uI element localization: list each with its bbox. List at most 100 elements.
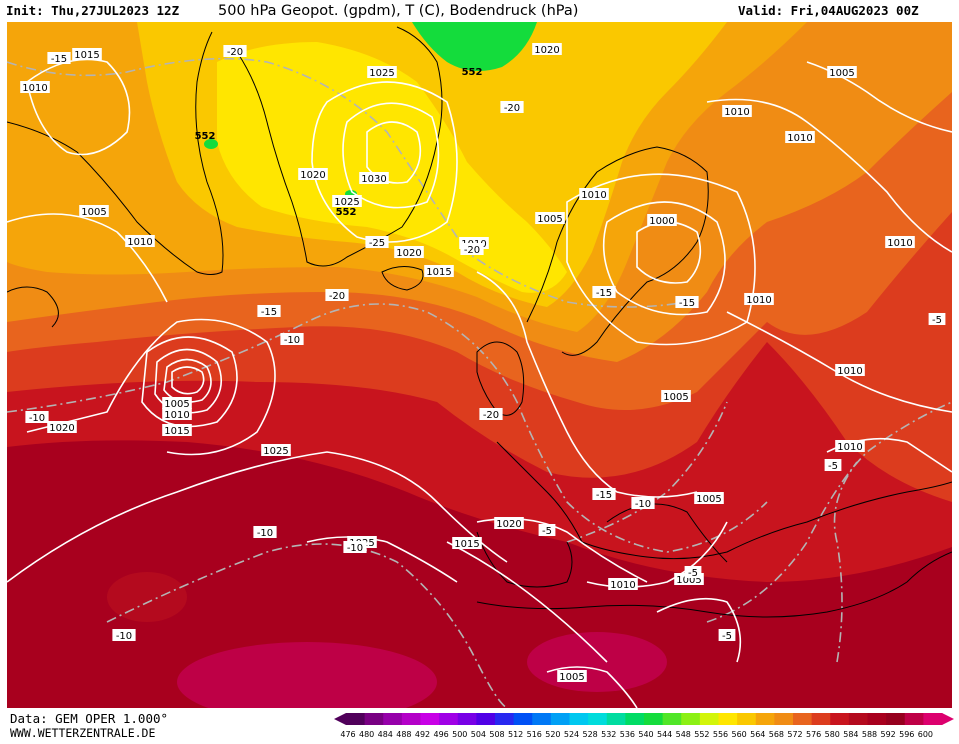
temperature-label: -10 — [25, 411, 49, 424]
pressure-label: 1000 — [647, 214, 677, 227]
pressure-label-box — [694, 492, 724, 504]
field-red-patch-atlantic — [107, 572, 187, 622]
isobar-1010-northeast — [706, 98, 952, 253]
temperature-label-box — [223, 45, 247, 57]
geopotential-labels: 552 552 552 — [195, 67, 483, 218]
pressure-label-text: 1010 — [610, 580, 635, 591]
temperature-label-box — [112, 629, 136, 641]
temperature-label: -10 — [343, 541, 367, 554]
temperature-label-text: -10 — [284, 335, 300, 346]
pressure-label: 1015 — [162, 424, 192, 437]
scale-swatch — [364, 713, 384, 725]
temperature-label-text: -20 — [483, 410, 499, 421]
temperature-label-text: -5 — [932, 315, 942, 326]
temperature-label-text: -5 — [688, 568, 698, 579]
pressure-label-box — [827, 66, 857, 78]
scale-swatch — [401, 713, 421, 725]
pressure-label-text: 1020 — [300, 170, 325, 181]
scale-swatch — [755, 713, 775, 725]
pressure-label-box — [785, 131, 815, 143]
pressure-label: 1005 — [557, 670, 587, 683]
scale-tick-label: 560 — [731, 730, 746, 739]
scale-swatch — [793, 713, 813, 725]
pressure-label: 1015 — [424, 265, 454, 278]
pressure-label-box — [557, 670, 587, 682]
pressure-label-box — [424, 265, 454, 277]
scale-swatch — [569, 713, 589, 725]
init-time: Init: Thu,27JUL2023 12Z — [6, 3, 180, 18]
scale-swatch — [550, 713, 570, 725]
isobar-1005-northeast — [806, 61, 952, 133]
header-bar: Init: Thu,27JUL2023 12Z 500 hPa Geopot. … — [0, 0, 959, 22]
pressure-label-box — [452, 537, 482, 549]
field-yellow — [217, 42, 567, 293]
pressure-label-text: 1020 — [496, 519, 521, 530]
temperature-label-box — [365, 236, 389, 248]
temperature-label-text: -15 — [596, 288, 612, 299]
scale-tick-label: 592 — [880, 730, 895, 739]
pressure-label-box — [608, 578, 638, 590]
temperature-label-text: -20 — [227, 47, 243, 58]
coast-mediterranean — [606, 503, 728, 563]
pressure-label-text: 1015 — [454, 539, 479, 550]
pressure-label-text: 1005 — [829, 68, 854, 79]
temperature-label: -20 — [460, 243, 484, 256]
scale-tick-label: 600 — [918, 730, 933, 739]
pressure-label-box — [47, 421, 77, 433]
scale-tick-label: 508 — [489, 730, 504, 739]
isobar-1015-iberia — [446, 541, 608, 663]
scale-tick-label: 516 — [527, 730, 542, 739]
pressure-label-box — [79, 205, 109, 217]
coast-iceland — [381, 266, 424, 291]
scale-swatch — [588, 713, 608, 725]
isobar-1005-south — [656, 597, 742, 663]
pressure-label-box — [535, 212, 565, 224]
temperature-label-box — [675, 296, 699, 308]
pressure-label-box — [722, 105, 752, 117]
temperature-label-box — [343, 541, 367, 553]
coast-british-isles — [476, 341, 525, 416]
pressure-label-text: 1005 — [676, 575, 701, 586]
temperature-label-text: -15 — [51, 54, 67, 65]
pressure-label: 1020 — [532, 43, 562, 56]
pressure-label: 1010 — [722, 105, 752, 118]
pressure-label: 1010 — [835, 440, 865, 453]
pressure-label-text: 1005 — [537, 214, 562, 225]
isobar-1020-atlantic — [26, 318, 276, 456]
temperature-label: -5 — [718, 629, 736, 642]
isobar-1020-greenland — [311, 81, 458, 243]
pressure-label-box — [835, 364, 865, 376]
weather-map: 1015 1010 1005 1010 1025 1020 1030 1020 1025 1020… — [7, 22, 952, 708]
pressure-label: 1020 — [394, 246, 424, 259]
scale-arrow-left — [334, 713, 346, 725]
pressure-label-box — [532, 43, 562, 55]
temperature-label: -5 — [928, 313, 946, 326]
scale-swatch — [420, 713, 440, 725]
temp-line-3 — [106, 543, 508, 708]
pressure-label-text: 1015 — [426, 267, 451, 278]
scale-tick-label: 580 — [825, 730, 840, 739]
pressure-label-box — [394, 246, 424, 258]
coastlines — [7, 26, 952, 618]
scale-tick-label: 496 — [433, 730, 448, 739]
pressure-label-box — [494, 517, 524, 529]
temperature-label-text: -10 — [635, 499, 651, 510]
pressure-label-text: 1010 — [887, 238, 912, 249]
isobar-low-baltic-1005 — [602, 201, 726, 316]
temperature-label: -20 — [223, 45, 247, 58]
temperature-label-box — [684, 566, 702, 578]
scale-swatch — [606, 713, 626, 725]
field-magenta-south — [177, 642, 437, 708]
pressure-label-text: 1020 — [49, 423, 74, 434]
scale-tick-label: 532 — [601, 730, 616, 739]
pressure-label-box — [261, 444, 291, 456]
temp-line-6 — [833, 461, 858, 663]
pressure-label-text: 1010 — [164, 410, 189, 421]
temperature-label-box — [257, 305, 281, 317]
temperature-label-box — [479, 408, 503, 420]
scale-tick-label: 596 — [899, 730, 914, 739]
temperature-label-box — [500, 101, 524, 113]
coast-greenland — [236, 26, 443, 267]
colour-scale: 476 480 484 488 492 496 500 504 508 512 516 520 524 5… — [334, 712, 954, 740]
temperature-label: -10 — [253, 526, 277, 539]
